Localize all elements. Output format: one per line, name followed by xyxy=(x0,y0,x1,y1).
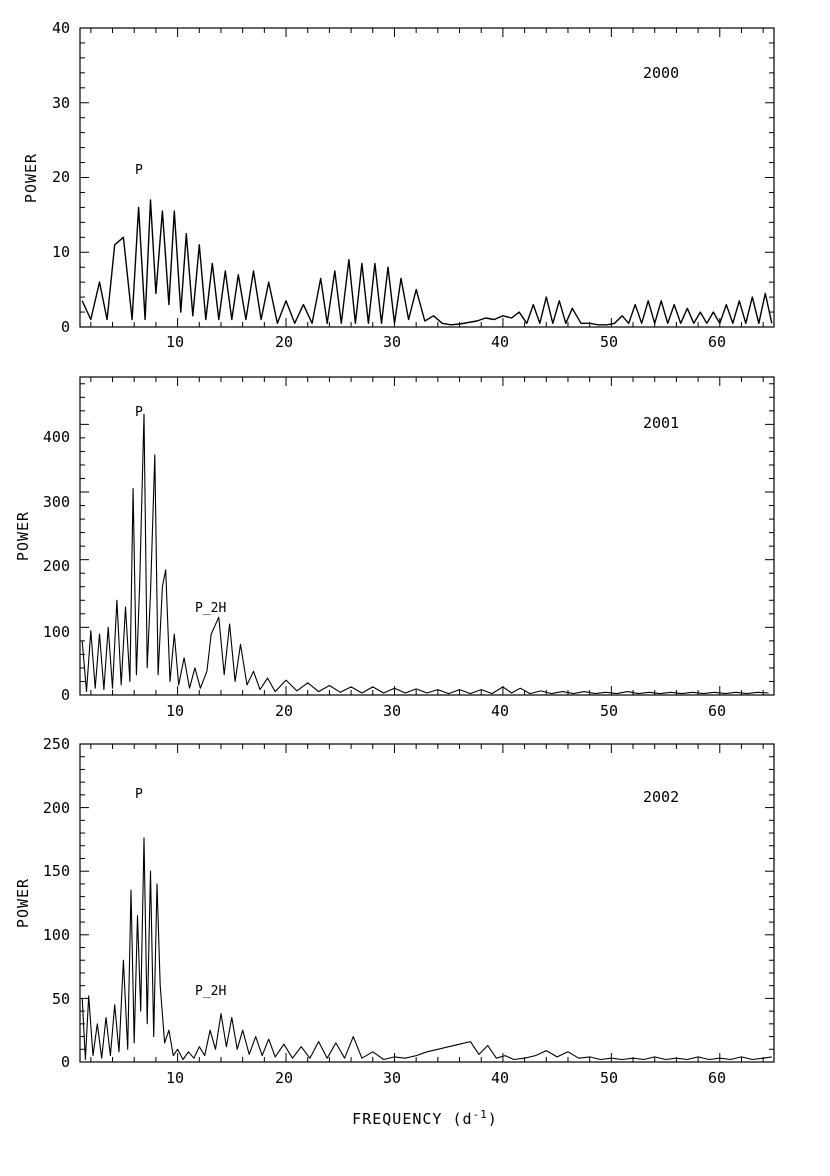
x-tick-label: 30 xyxy=(383,702,401,720)
panel-2001: 0 100 200 300 400 10 20 30 40 50 60 POWE… xyxy=(14,376,775,720)
y-tick-label: 0 xyxy=(61,318,70,336)
y-tick-label: 150 xyxy=(43,862,70,880)
y-axis-title: POWER xyxy=(22,153,40,203)
x-tick-label: 50 xyxy=(600,333,618,351)
y-tick-labels: 0 10 20 30 40 xyxy=(52,19,70,336)
year-label: 2001 xyxy=(643,414,679,432)
x-tick-label: 60 xyxy=(708,333,726,351)
y-tick-label: 100 xyxy=(43,623,70,641)
x-tick-label: 40 xyxy=(491,702,509,720)
x-tick-labels: 10 20 30 40 50 60 xyxy=(166,1069,726,1087)
y-tick-label: 200 xyxy=(43,557,70,575)
x-tick-label: 60 xyxy=(708,702,726,720)
peak-label-p: P xyxy=(135,405,143,420)
x-tick-label: 10 xyxy=(166,702,184,720)
peak-label-p2h: P_2H xyxy=(195,601,226,616)
x-axis-title: FREQUENCY (d-1) xyxy=(352,1108,498,1128)
x-tick-label: 40 xyxy=(491,1069,509,1087)
peak-label-p: P xyxy=(135,787,143,802)
x-tick-label: 50 xyxy=(600,702,618,720)
year-label: 2002 xyxy=(643,788,679,806)
x-tick-label: 10 xyxy=(166,333,184,351)
y-tick-label: 20 xyxy=(52,168,70,186)
x-tick-labels: 10 20 30 40 50 60 xyxy=(166,333,726,351)
power-spectrum-line xyxy=(81,199,773,326)
x-tick-label: 20 xyxy=(275,702,293,720)
y-tick-label: 400 xyxy=(43,428,70,446)
y-tick-label: 250 xyxy=(43,735,70,753)
x-tick-label: 20 xyxy=(275,333,293,351)
y-tick-label: 50 xyxy=(52,990,70,1008)
plot-frame xyxy=(79,743,775,1063)
y-tick-label: 10 xyxy=(52,243,70,261)
x-tick-label: 50 xyxy=(600,1069,618,1087)
axis-ticks xyxy=(80,28,774,327)
y-axis-title: POWER xyxy=(14,511,32,561)
x-tick-labels: 10 20 30 40 50 60 xyxy=(166,702,726,720)
panel-2000: 0 10 20 30 40 10 20 30 40 50 60 POWER 20… xyxy=(22,19,775,351)
y-tick-label: 0 xyxy=(61,686,70,704)
y-tick-label: 0 xyxy=(61,1053,70,1071)
x-tick-label: 60 xyxy=(708,1069,726,1087)
x-tick-label: 30 xyxy=(383,333,401,351)
peak-label-p: P xyxy=(135,163,143,178)
y-tick-label: 30 xyxy=(52,94,70,112)
x-tick-label: 20 xyxy=(275,1069,293,1087)
y-tick-label: 200 xyxy=(43,799,70,817)
x-axis-title-superscript: -1 xyxy=(473,1108,488,1121)
power-spectrum-line xyxy=(81,837,772,1061)
y-tick-label: 100 xyxy=(43,926,70,944)
y-axis-title: POWER xyxy=(14,878,32,928)
peak-label-p2h: P_2H xyxy=(195,984,226,999)
y-tick-labels: 0 50 100 150 200 250 xyxy=(43,735,70,1071)
power-spectrum-line xyxy=(81,413,769,695)
x-tick-label: 40 xyxy=(491,333,509,351)
axis-ticks xyxy=(80,744,774,1062)
panel-2002: 0 50 100 150 200 250 10 20 30 40 50 60 P… xyxy=(14,735,775,1087)
x-tick-label: 30 xyxy=(383,1069,401,1087)
plot-frame xyxy=(79,376,775,696)
y-tick-label: 40 xyxy=(52,19,70,37)
y-tick-labels: 0 100 200 300 400 xyxy=(43,428,70,704)
year-label: 2000 xyxy=(643,64,679,82)
y-tick-label: 300 xyxy=(43,493,70,511)
x-tick-label: 10 xyxy=(166,1069,184,1087)
